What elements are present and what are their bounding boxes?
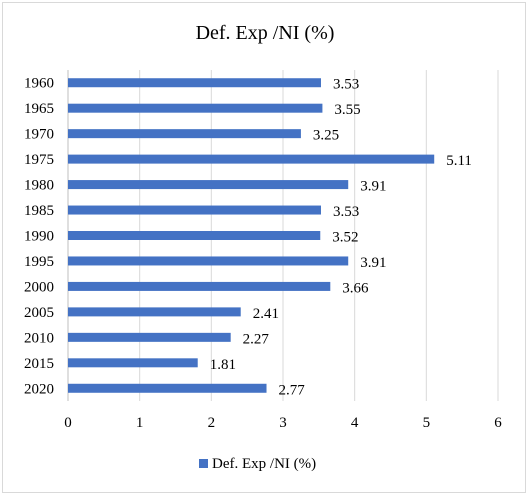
bar-2020 — [68, 383, 267, 393]
grid-lines — [67, 70, 499, 401]
legend-swatch — [199, 459, 208, 468]
data-label-1960: 3.53 — [333, 77, 359, 93]
legend-label: Def. Exp /NI (%) — [212, 456, 316, 472]
category-label-1990: 1990 — [24, 229, 54, 245]
x-tick-label-1: 1 — [136, 415, 144, 431]
category-label-1980: 1980 — [24, 178, 54, 194]
category-label-2000: 2000 — [24, 279, 54, 295]
x-tick-label-6: 6 — [494, 415, 502, 431]
x-tick-label-4: 4 — [351, 415, 359, 431]
category-label-1965: 1965 — [24, 101, 54, 117]
bar-1975 — [68, 154, 435, 164]
chart-title: Def. Exp /NI (%) — [196, 22, 335, 44]
bar-1965 — [68, 103, 323, 113]
bar-2000 — [68, 281, 331, 291]
bar-1985 — [68, 205, 321, 215]
data-label-1990: 3.52 — [332, 230, 358, 246]
category-label-1975: 1975 — [24, 152, 54, 168]
bar-1995 — [68, 256, 349, 266]
category-label-2005: 2005 — [24, 305, 54, 321]
bar-1970 — [68, 129, 301, 139]
bar-1990 — [68, 231, 321, 240]
x-tick-label-5: 5 — [423, 415, 431, 431]
bar-1960 — [68, 78, 321, 88]
data-label-2010: 2.27 — [243, 331, 270, 347]
bar-2010 — [68, 332, 231, 342]
category-label-2020: 2020 — [24, 381, 54, 397]
bars — [68, 78, 435, 393]
x-tick-labels: 0 1 2 3 4 5 6 — [64, 415, 502, 431]
x-tick-label-3: 3 — [279, 415, 287, 431]
x-tick-label-2: 2 — [208, 415, 216, 431]
category-label-1995: 1995 — [24, 254, 54, 270]
category-label-1960: 1960 — [24, 76, 54, 92]
category-labels: 1960 1965 1970 1975 1980 1985 1990 1995 2000 2005… — [24, 76, 54, 398]
x-tick-label-0: 0 — [64, 415, 72, 431]
data-label-1985: 3.53 — [333, 204, 359, 220]
category-label-1985: 1985 — [24, 203, 54, 219]
data-label-1975: 5.11 — [446, 153, 472, 169]
data-label-1995: 3.91 — [360, 255, 386, 271]
data-label-2015: 1.81 — [210, 357, 236, 373]
category-label-2015: 2015 — [24, 356, 54, 372]
category-label-1970: 1970 — [24, 127, 54, 143]
data-label-2020: 2.77 — [279, 382, 306, 398]
bar-2015 — [68, 358, 198, 368]
bar-2005 — [68, 307, 241, 317]
data-label-2000: 3.66 — [342, 280, 369, 296]
bar-1980 — [68, 180, 349, 190]
data-label-1970: 3.25 — [313, 128, 339, 144]
data-label-1980: 3.91 — [360, 179, 386, 195]
data-label-2005: 2.41 — [253, 306, 279, 322]
data-labels: 3.533.553.255.113.913.533.523.913.662.41… — [210, 77, 472, 399]
category-label-2010: 2010 — [24, 330, 54, 346]
legend: Def. Exp /NI (%) — [199, 456, 316, 472]
data-label-1965: 3.55 — [334, 102, 360, 118]
